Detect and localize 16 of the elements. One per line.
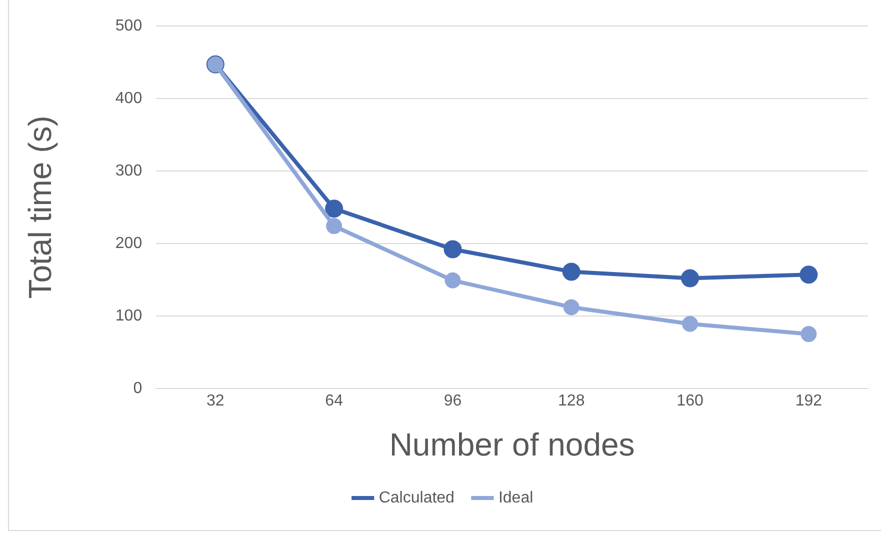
y-tick-label: 100 [115,307,142,324]
x-tick-label: 192 [795,392,822,410]
y-axis-title: Total time (s) [22,116,58,299]
x-tick-label: 32 [206,392,224,410]
y-tick-label: 400 [115,90,142,107]
x-axis-title: Number of nodes [389,426,635,463]
y-tick-label: 300 [115,162,142,180]
legend-label: Calculated [378,489,454,506]
x-tick-label: 160 [676,392,704,410]
x-tick-label: 96 [444,392,462,410]
x-tick-label: 64 [325,392,344,410]
y-tick-label: 0 [133,380,142,397]
x-tick-label: 128 [558,392,585,410]
legend-label: Ideal [498,489,534,506]
y-tick-label: 500 [115,17,142,34]
y-tick-label: 200 [115,234,142,252]
